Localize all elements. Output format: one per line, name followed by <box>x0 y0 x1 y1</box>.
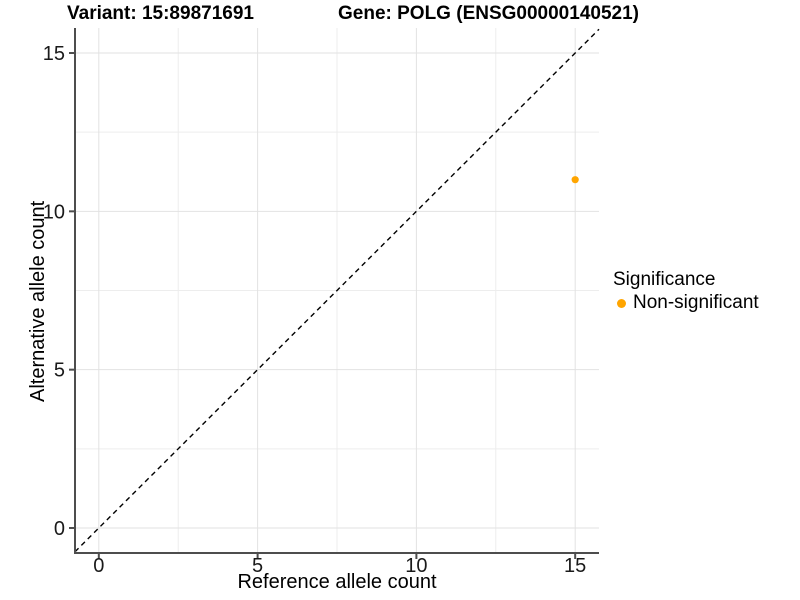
legend-items: Non-significant <box>613 293 759 313</box>
plot-title-variant: Variant: 15:89871691 <box>67 3 254 24</box>
x-tick-label: 15 <box>564 555 586 577</box>
data-point <box>571 176 579 184</box>
legend-item-label: Non-significant <box>633 292 759 313</box>
y-axis-title: Alternative allele count <box>27 200 49 402</box>
y-tick-label: 15 <box>43 43 65 65</box>
identity-line <box>74 28 600 553</box>
x-tick-label: 10 <box>405 555 427 577</box>
legend-title: Significance <box>613 269 716 290</box>
legend-item: Non-significant <box>613 293 759 313</box>
y-tick-label: 0 <box>54 518 65 540</box>
y-tick-label: 10 <box>43 201 65 223</box>
y-tick-label: 5 <box>54 360 65 382</box>
x-axis-title: Reference allele count <box>237 571 437 593</box>
x-tick-label: 5 <box>252 555 263 577</box>
x-tick-label: 0 <box>93 555 104 577</box>
legend: Significance Non-significant <box>613 269 759 313</box>
plot-title-gene: Gene: POLG (ENSG00000140521) <box>338 3 639 24</box>
legend-point-icon <box>617 298 626 308</box>
